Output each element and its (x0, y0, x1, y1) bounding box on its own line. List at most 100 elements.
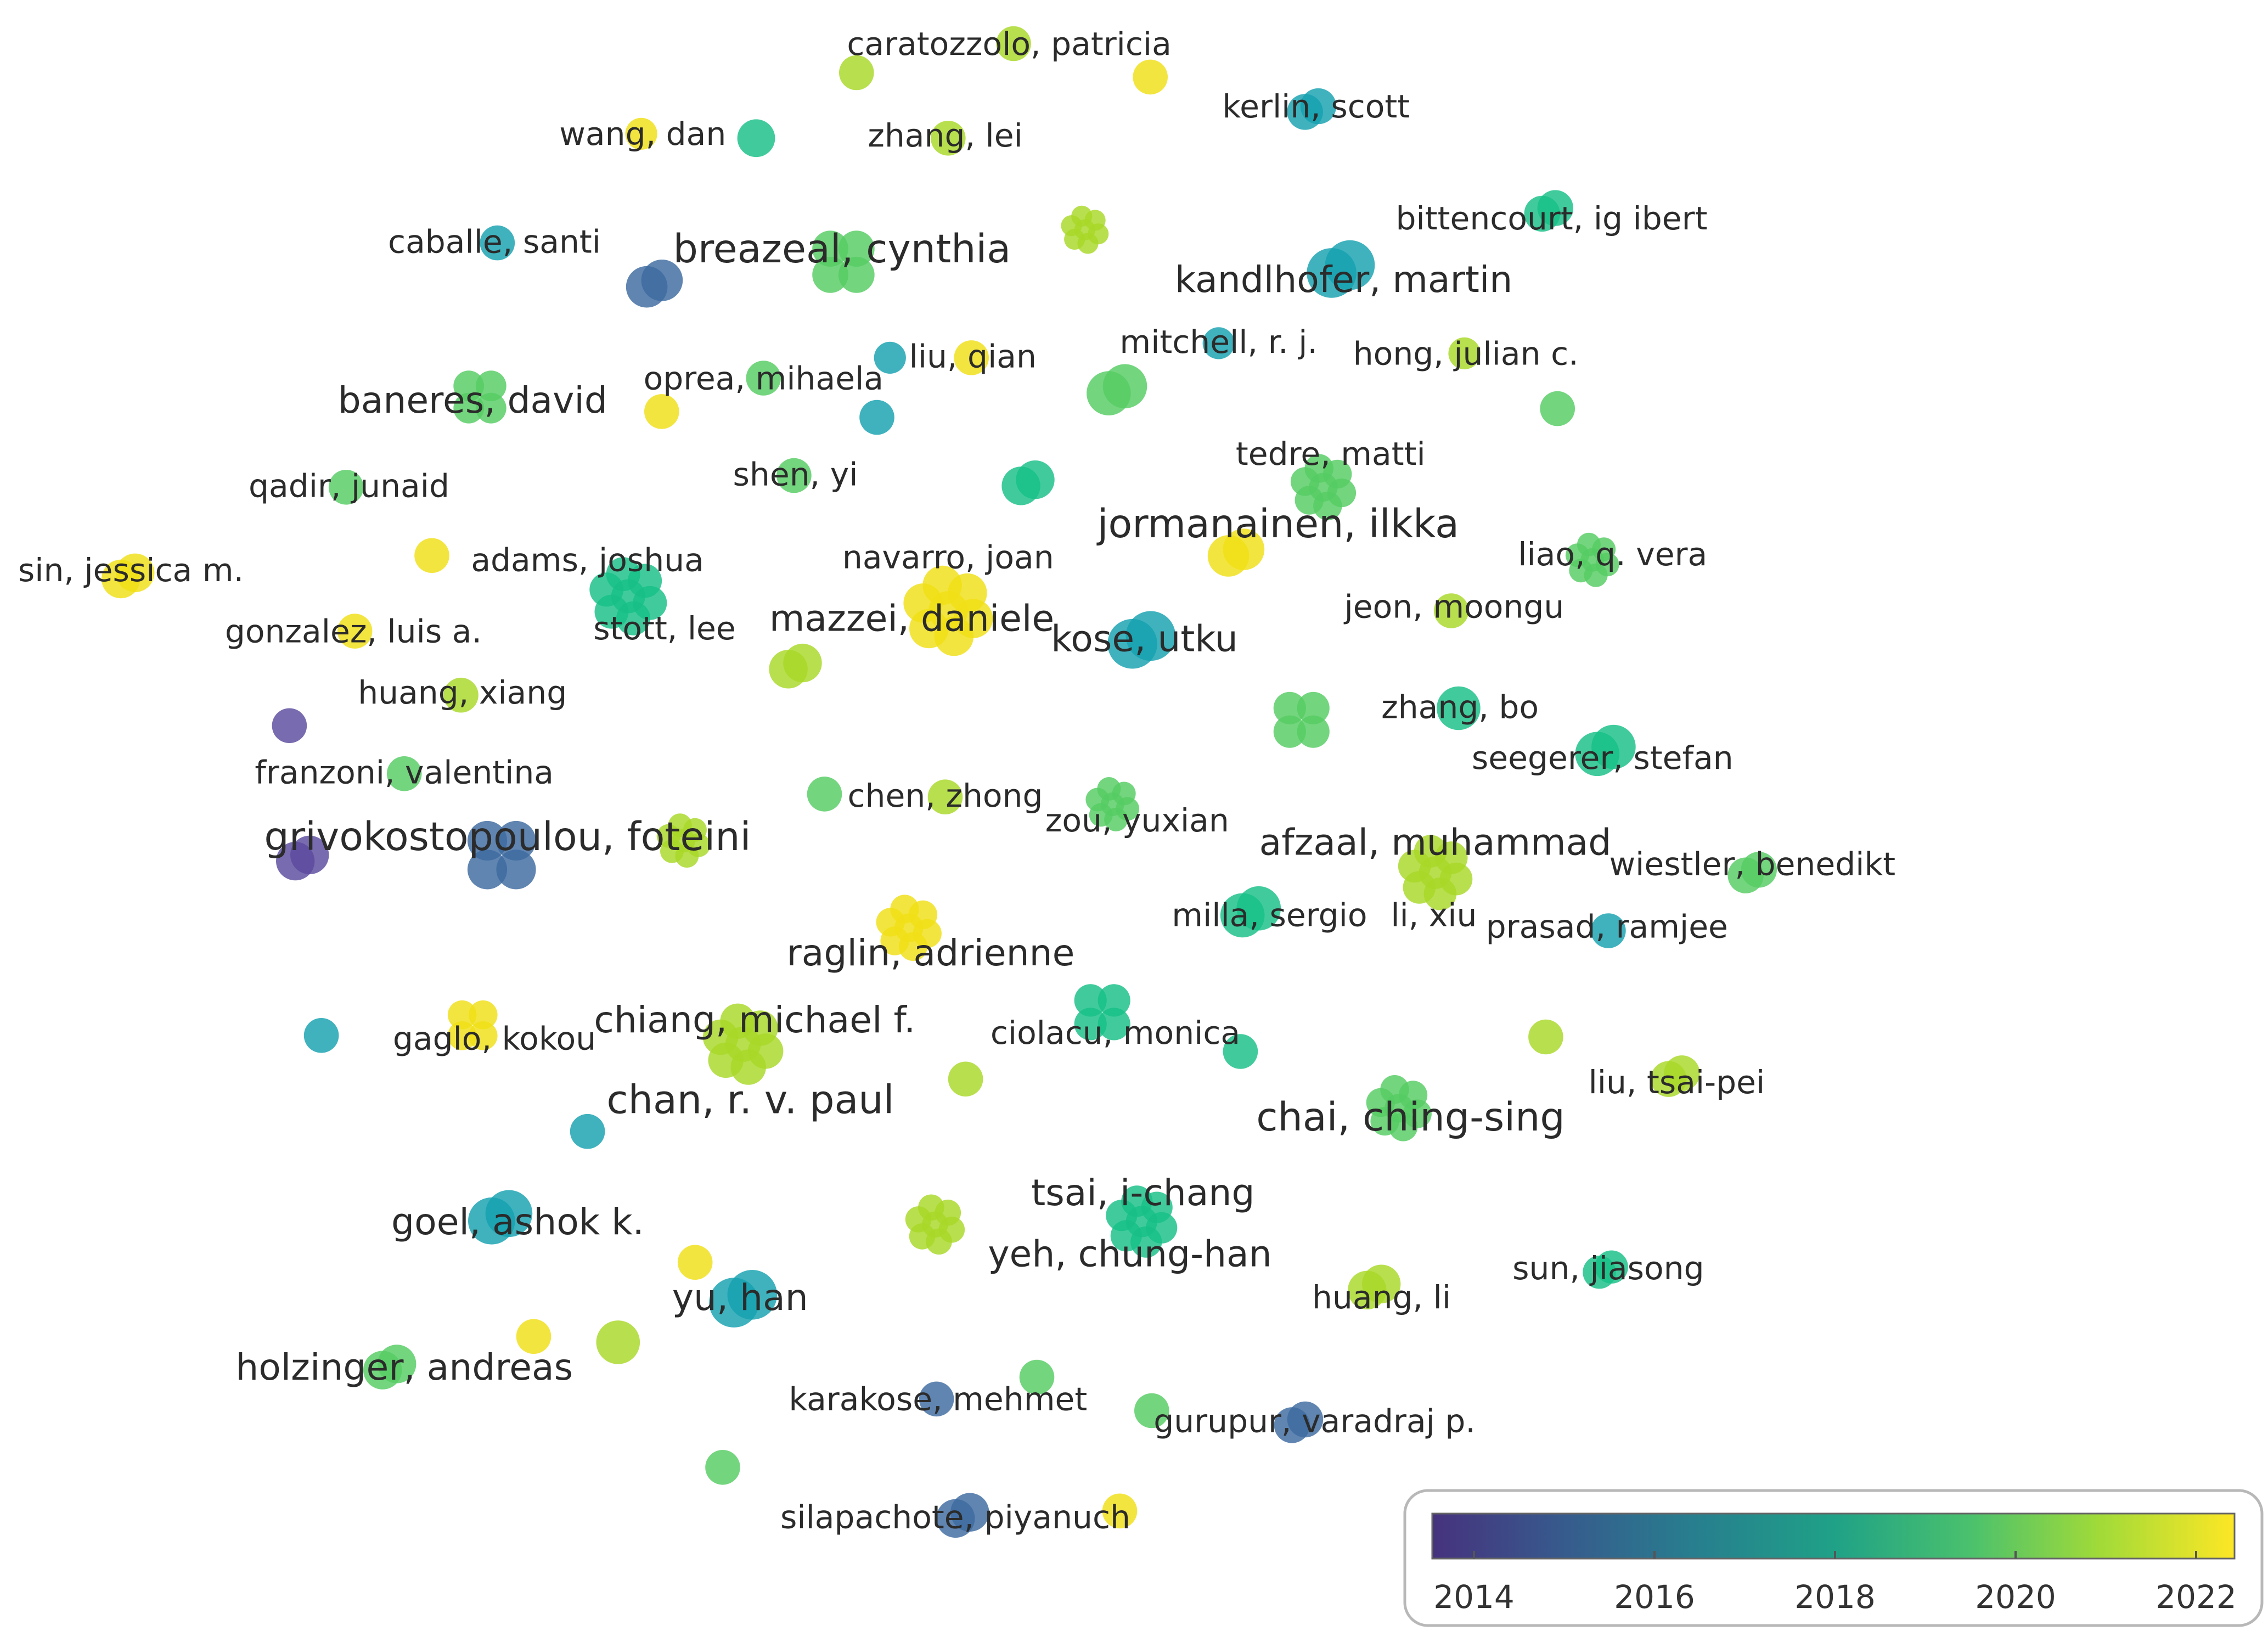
author-node[interactable] (1102, 364, 1147, 409)
author-cluster[interactable] (874, 341, 906, 374)
author-node[interactable] (1448, 337, 1481, 370)
author-cluster[interactable] (1220, 886, 1281, 938)
author-node[interactable] (1595, 1250, 1628, 1284)
author-node[interactable] (948, 1061, 983, 1097)
author-cluster[interactable] (328, 470, 364, 505)
author-node[interactable] (1100, 792, 1124, 816)
author-node[interactable] (290, 835, 329, 875)
author-cluster[interactable] (1087, 364, 1147, 415)
author-node[interactable] (783, 643, 822, 683)
author-cluster[interactable] (954, 340, 989, 375)
author-node[interactable] (414, 538, 449, 573)
author-node[interactable] (337, 614, 373, 649)
author-cluster[interactable] (337, 614, 373, 649)
author-cluster[interactable] (839, 55, 874, 91)
author-node[interactable] (672, 829, 695, 853)
author-cluster[interactable] (276, 835, 329, 881)
author-cluster[interactable] (386, 756, 422, 791)
author-node[interactable] (839, 55, 874, 91)
author-cluster[interactable] (589, 557, 667, 635)
author-node[interactable] (328, 470, 364, 505)
author-node[interactable] (1540, 391, 1575, 426)
author-cluster[interactable] (859, 400, 894, 435)
author-cluster[interactable] (1583, 1250, 1628, 1289)
author-node[interactable] (1437, 686, 1481, 730)
author-cluster[interactable] (1019, 1359, 1055, 1395)
author-node[interactable] (859, 400, 894, 435)
author-node[interactable] (705, 1450, 740, 1485)
author-node[interactable] (1223, 528, 1265, 570)
author-cluster[interactable] (905, 1194, 965, 1255)
author-node[interactable] (596, 1320, 640, 1364)
author-cluster[interactable] (656, 813, 711, 868)
author-cluster[interactable] (807, 777, 842, 812)
author-node[interactable] (453, 392, 485, 424)
author-node[interactable] (611, 579, 645, 614)
author-node[interactable] (1273, 691, 1306, 724)
author-cluster[interactable] (1540, 391, 1575, 426)
author-node[interactable] (1202, 327, 1235, 359)
author-node[interactable] (1287, 1401, 1324, 1438)
author-node[interactable] (954, 340, 989, 375)
author-node[interactable] (927, 779, 963, 814)
author-node[interactable] (812, 230, 848, 267)
author-node[interactable] (838, 256, 875, 293)
author-node[interactable] (894, 913, 924, 942)
author-node[interactable] (641, 260, 683, 301)
author-node[interactable] (1098, 984, 1130, 1017)
author-node[interactable] (1433, 593, 1469, 628)
author-node[interactable] (1325, 240, 1375, 290)
author-node[interactable] (467, 850, 508, 890)
author-node[interactable] (1580, 548, 1605, 572)
author-cluster[interactable] (1448, 337, 1481, 370)
author-node[interactable] (776, 458, 812, 493)
author-cluster[interactable] (1274, 1401, 1324, 1443)
author-cluster[interactable] (776, 458, 812, 493)
author-node[interactable] (1019, 1359, 1055, 1395)
author-cluster[interactable] (1061, 205, 1109, 254)
author-cluster[interactable] (1433, 593, 1469, 628)
author-cluster[interactable] (443, 677, 479, 713)
author-node[interactable] (950, 1493, 989, 1532)
author-node[interactable] (996, 26, 1031, 61)
author-node[interactable] (1134, 1393, 1169, 1428)
author-cluster[interactable] (769, 643, 822, 689)
author-node[interactable] (1362, 1264, 1401, 1303)
author-node[interactable] (272, 708, 307, 744)
author-node[interactable] (1297, 715, 1330, 748)
author-cluster[interactable] (1202, 327, 1235, 359)
author-node[interactable] (1236, 886, 1281, 931)
author-node[interactable] (928, 591, 968, 631)
author-node[interactable] (919, 1381, 954, 1417)
author-node[interactable] (1016, 460, 1055, 499)
author-cluster[interactable] (363, 1345, 417, 1390)
author-cluster[interactable] (702, 1003, 784, 1085)
author-node[interactable] (931, 121, 966, 156)
author-node[interactable] (453, 370, 485, 402)
author-cluster[interactable] (705, 1450, 740, 1485)
author-cluster[interactable] (453, 370, 506, 424)
author-node[interactable] (570, 1113, 605, 1149)
author-node[interactable] (1223, 1034, 1258, 1069)
author-node[interactable] (725, 1026, 761, 1062)
author-node[interactable] (1528, 1019, 1563, 1055)
author-node[interactable] (1297, 691, 1330, 724)
author-node[interactable] (727, 1270, 778, 1320)
author-node[interactable] (1419, 856, 1452, 889)
author-node[interactable] (516, 1319, 551, 1354)
author-node[interactable] (1273, 715, 1306, 748)
author-cluster[interactable] (1001, 460, 1055, 505)
author-cluster[interactable] (903, 565, 993, 656)
author-node[interactable] (922, 1211, 948, 1238)
author-node[interactable] (874, 341, 906, 374)
author-node[interactable] (1074, 984, 1107, 1017)
author-cluster[interactable] (480, 225, 515, 261)
author-node[interactable] (1537, 190, 1573, 226)
author-cluster[interactable] (467, 820, 536, 890)
author-cluster[interactable] (1207, 528, 1265, 577)
author-cluster[interactable] (596, 1320, 640, 1364)
author-node[interactable] (1133, 59, 1168, 95)
author-cluster[interactable] (1107, 611, 1176, 669)
author-cluster[interactable] (626, 260, 683, 308)
author-node[interactable] (378, 1345, 417, 1383)
